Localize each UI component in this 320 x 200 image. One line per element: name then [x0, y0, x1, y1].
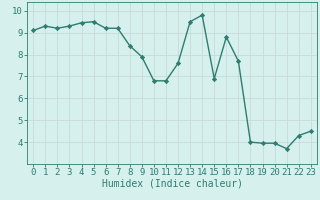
X-axis label: Humidex (Indice chaleur): Humidex (Indice chaleur): [101, 179, 243, 189]
